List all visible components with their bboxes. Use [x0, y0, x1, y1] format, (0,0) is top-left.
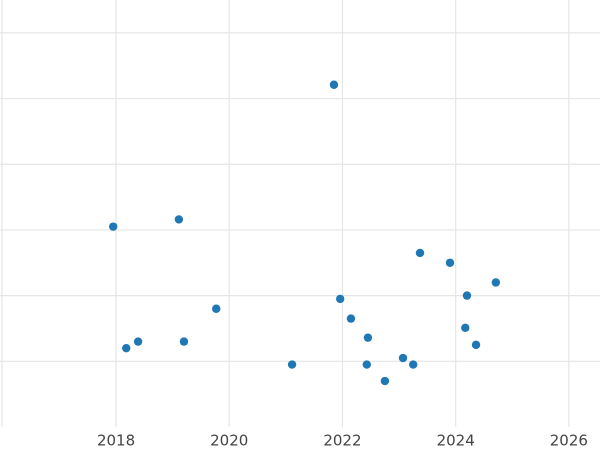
point [461, 323, 470, 333]
x-tick-label: 2026 [550, 432, 588, 450]
point [409, 360, 418, 369]
point [363, 333, 373, 342]
point [212, 304, 221, 313]
point [471, 340, 481, 350]
x-tick-label: 2020 [210, 432, 248, 450]
point [133, 337, 143, 346]
x-tick-label: 2018 [97, 432, 135, 450]
point [462, 291, 472, 300]
point [415, 248, 425, 258]
point [287, 360, 297, 369]
point [329, 80, 339, 89]
point [174, 215, 184, 224]
point [335, 294, 345, 304]
point [122, 343, 131, 353]
point [445, 258, 455, 267]
point [362, 360, 371, 369]
point [491, 278, 501, 287]
point [346, 314, 356, 323]
point [109, 222, 118, 231]
point [398, 353, 408, 363]
point [380, 376, 390, 386]
x-tick-label: 2022 [323, 432, 361, 450]
point [179, 337, 189, 346]
x-tick-label: 2024 [437, 432, 475, 450]
